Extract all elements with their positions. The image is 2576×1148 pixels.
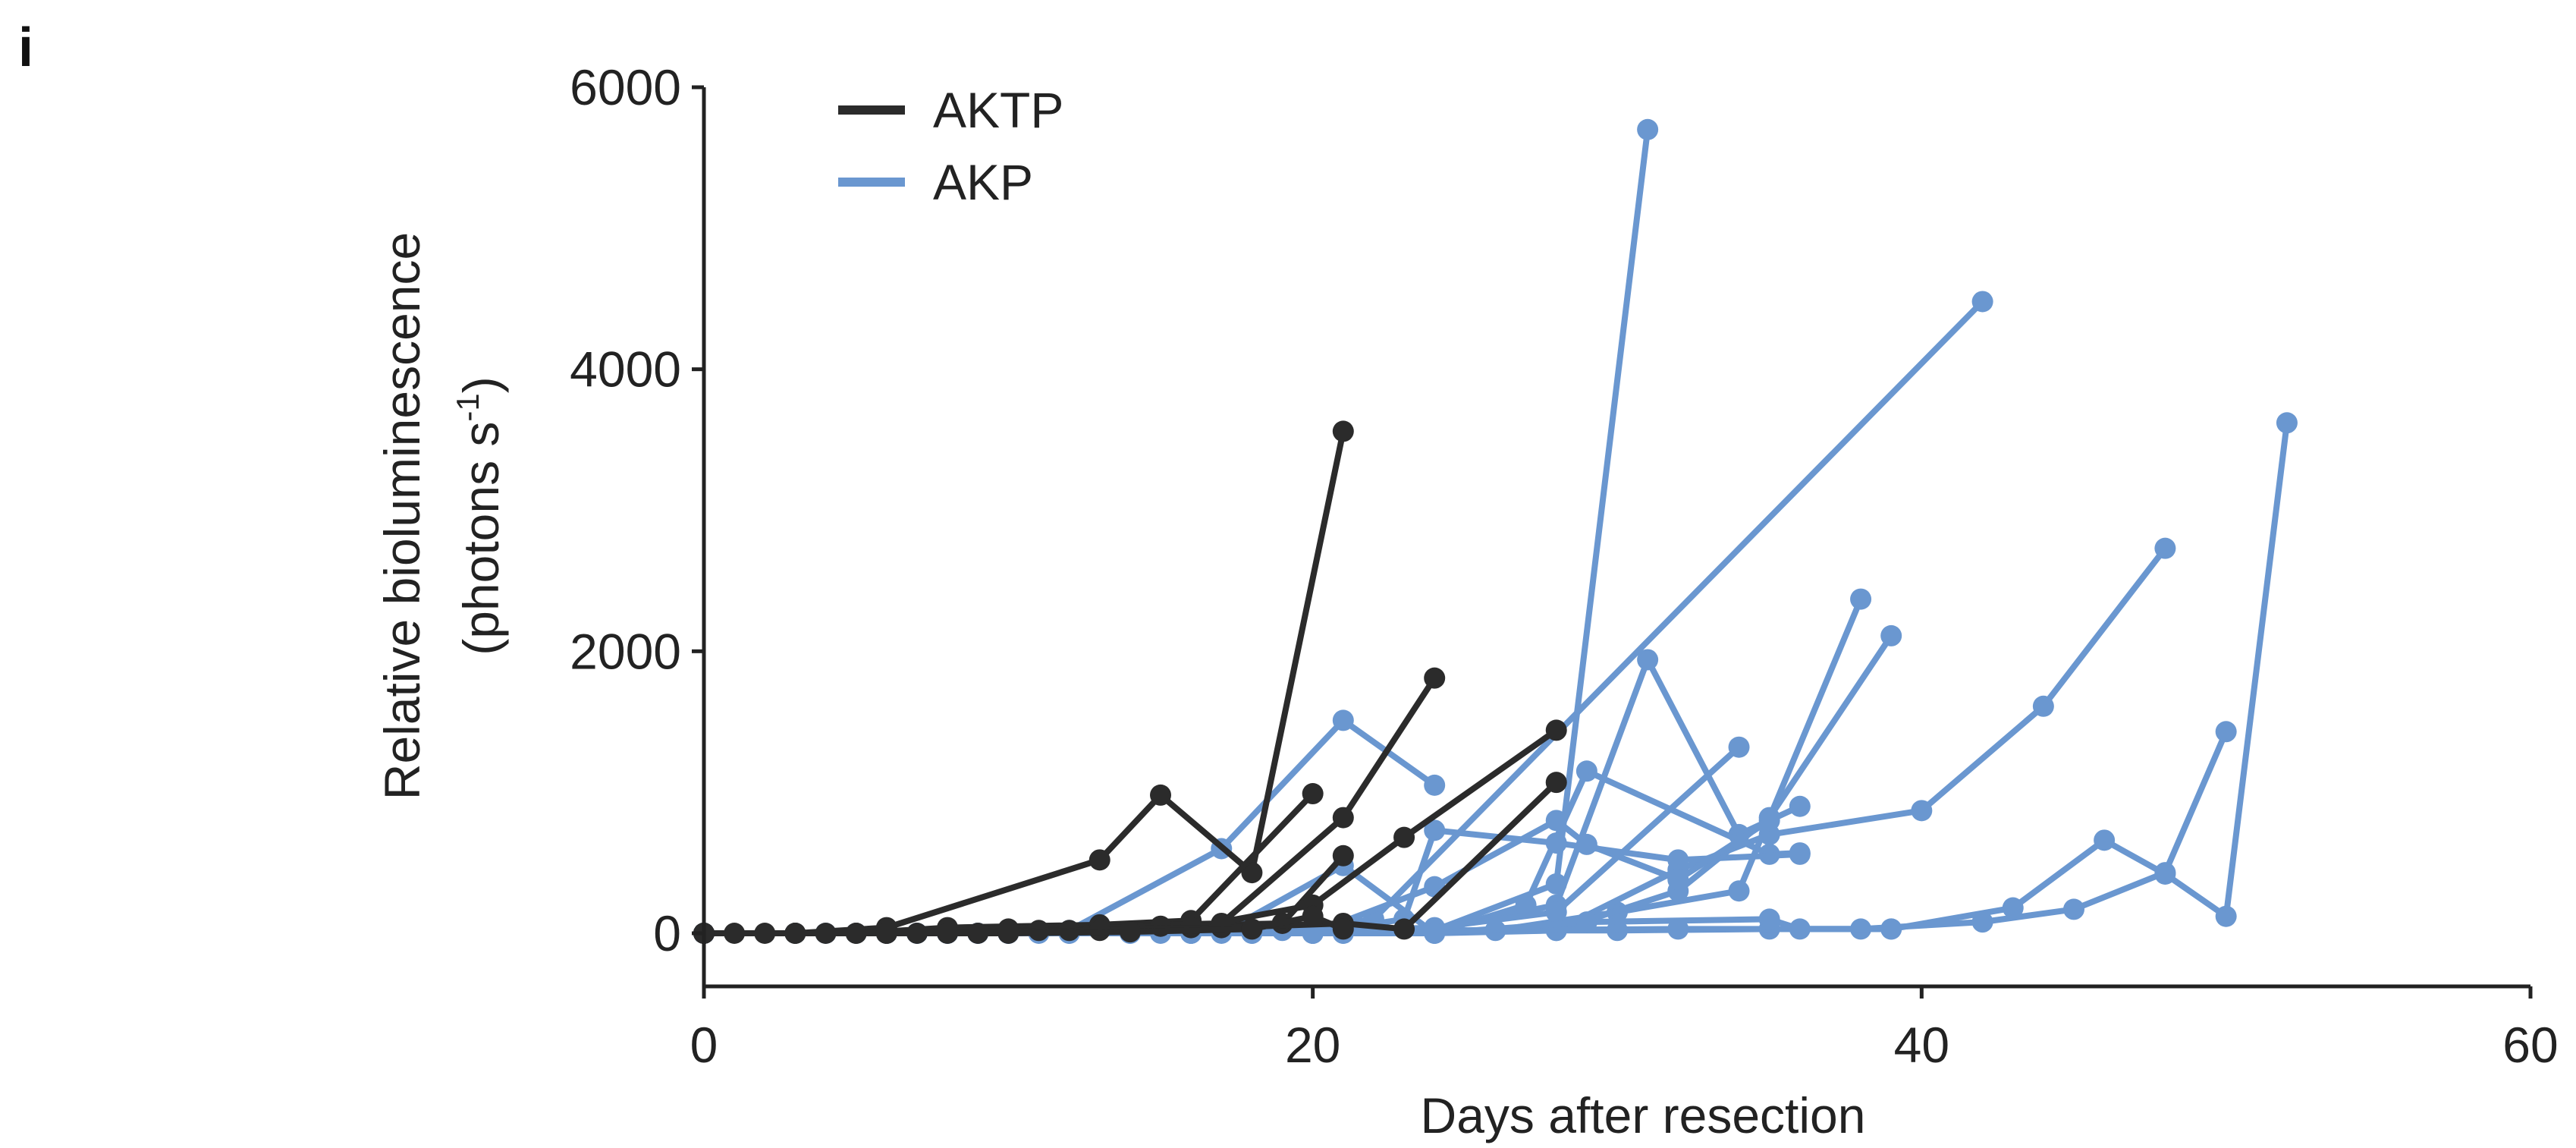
x-axis-title: Days after resection	[1421, 1087, 1866, 1143]
data-point	[1729, 880, 1750, 901]
data-point	[1911, 800, 1932, 821]
data-point	[1150, 785, 1171, 806]
series-akp-3	[693, 589, 1871, 944]
series-aktp-16	[693, 668, 1445, 944]
series-line	[704, 549, 2165, 933]
data-point	[1789, 796, 1811, 817]
data-point	[1576, 911, 1597, 933]
data-point	[2276, 412, 2298, 433]
data-point	[1789, 918, 1811, 939]
data-point	[1576, 760, 1597, 782]
data-point	[2003, 898, 2024, 919]
data-point	[1241, 918, 1262, 939]
data-point	[1759, 908, 1780, 929]
data-point	[1546, 772, 1567, 793]
x-tick-label: 40	[1894, 1017, 1949, 1073]
y-tick-label: 0	[653, 905, 681, 961]
y-axis-title-line1: Relative bioluminescence	[374, 232, 430, 800]
data-point	[1667, 869, 1689, 890]
series-line	[704, 782, 1557, 933]
data-point	[2094, 829, 2115, 851]
data-point	[1880, 625, 1902, 646]
data-point	[2154, 863, 2175, 885]
data-point	[1333, 420, 1354, 442]
data-point	[1393, 918, 1415, 939]
y-tick-label: 6000	[570, 59, 681, 115]
data-point	[1333, 845, 1354, 867]
data-point	[1546, 810, 1567, 831]
data-point	[1424, 775, 1445, 796]
data-point	[1333, 709, 1354, 731]
data-point	[1424, 923, 1445, 944]
data-point	[1333, 807, 1354, 829]
series-line	[704, 794, 1313, 933]
y-axis-title-close: )	[453, 376, 509, 393]
data-point	[1424, 668, 1445, 689]
data-point	[1546, 832, 1567, 854]
y-axis-title-superscript: -1	[450, 393, 485, 421]
legend-label: AKP	[933, 154, 1033, 210]
series-line	[704, 720, 1434, 933]
x-tick-label: 60	[2502, 1017, 2558, 1073]
data-point	[1850, 589, 1871, 610]
data-point	[2154, 538, 2175, 559]
data-point	[1302, 906, 1324, 927]
x-tick-label: 20	[1285, 1017, 1340, 1073]
legend-item-aktp: AKTP	[838, 82, 1063, 138]
data-point	[1667, 849, 1689, 870]
data-point	[1972, 291, 1993, 312]
x-tick-label: 0	[690, 1017, 718, 1073]
data-point	[2033, 696, 2054, 717]
legend-item-akp: AKP	[838, 154, 1033, 210]
legend-label: AKTP	[933, 82, 1063, 138]
data-point	[997, 923, 1019, 944]
data-point	[1576, 834, 1597, 855]
series-line	[704, 301, 1983, 933]
series-line	[704, 130, 1648, 933]
data-point	[1759, 810, 1780, 831]
data-point	[1393, 827, 1415, 848]
data-point	[1546, 719, 1567, 741]
data-point	[1789, 844, 1811, 865]
data-point	[1333, 918, 1354, 939]
y-ticks: 0 2000 4000 6000	[570, 59, 704, 961]
axes-layer: 0 20 40 60 0 2000 4000 6000 Days after resecti…	[374, 59, 2559, 1143]
data-point	[2063, 898, 2084, 920]
data-point	[1637, 649, 1658, 670]
y-axis-title-line2: (photons s-1)	[450, 376, 509, 656]
data-point	[1637, 119, 1658, 140]
series-layer	[693, 119, 2298, 944]
data-point	[2216, 721, 2237, 742]
y-tick-label: 4000	[570, 341, 681, 398]
data-point	[1089, 849, 1111, 870]
data-point	[1302, 783, 1324, 804]
x-ticks: 0 20 40 60	[690, 986, 2559, 1073]
data-point	[876, 923, 897, 944]
data-point	[1120, 921, 1141, 942]
data-point	[1880, 918, 1902, 939]
series-akp-8	[693, 412, 2298, 944]
data-point	[1546, 901, 1567, 923]
y-tick-label: 2000	[570, 623, 681, 679]
series-aktp-14	[693, 420, 1354, 944]
data-point	[1729, 737, 1750, 758]
y-axis-title-main: (photons s	[453, 422, 509, 656]
data-point	[2216, 906, 2237, 927]
legend: AKTP AKP	[838, 82, 1063, 210]
